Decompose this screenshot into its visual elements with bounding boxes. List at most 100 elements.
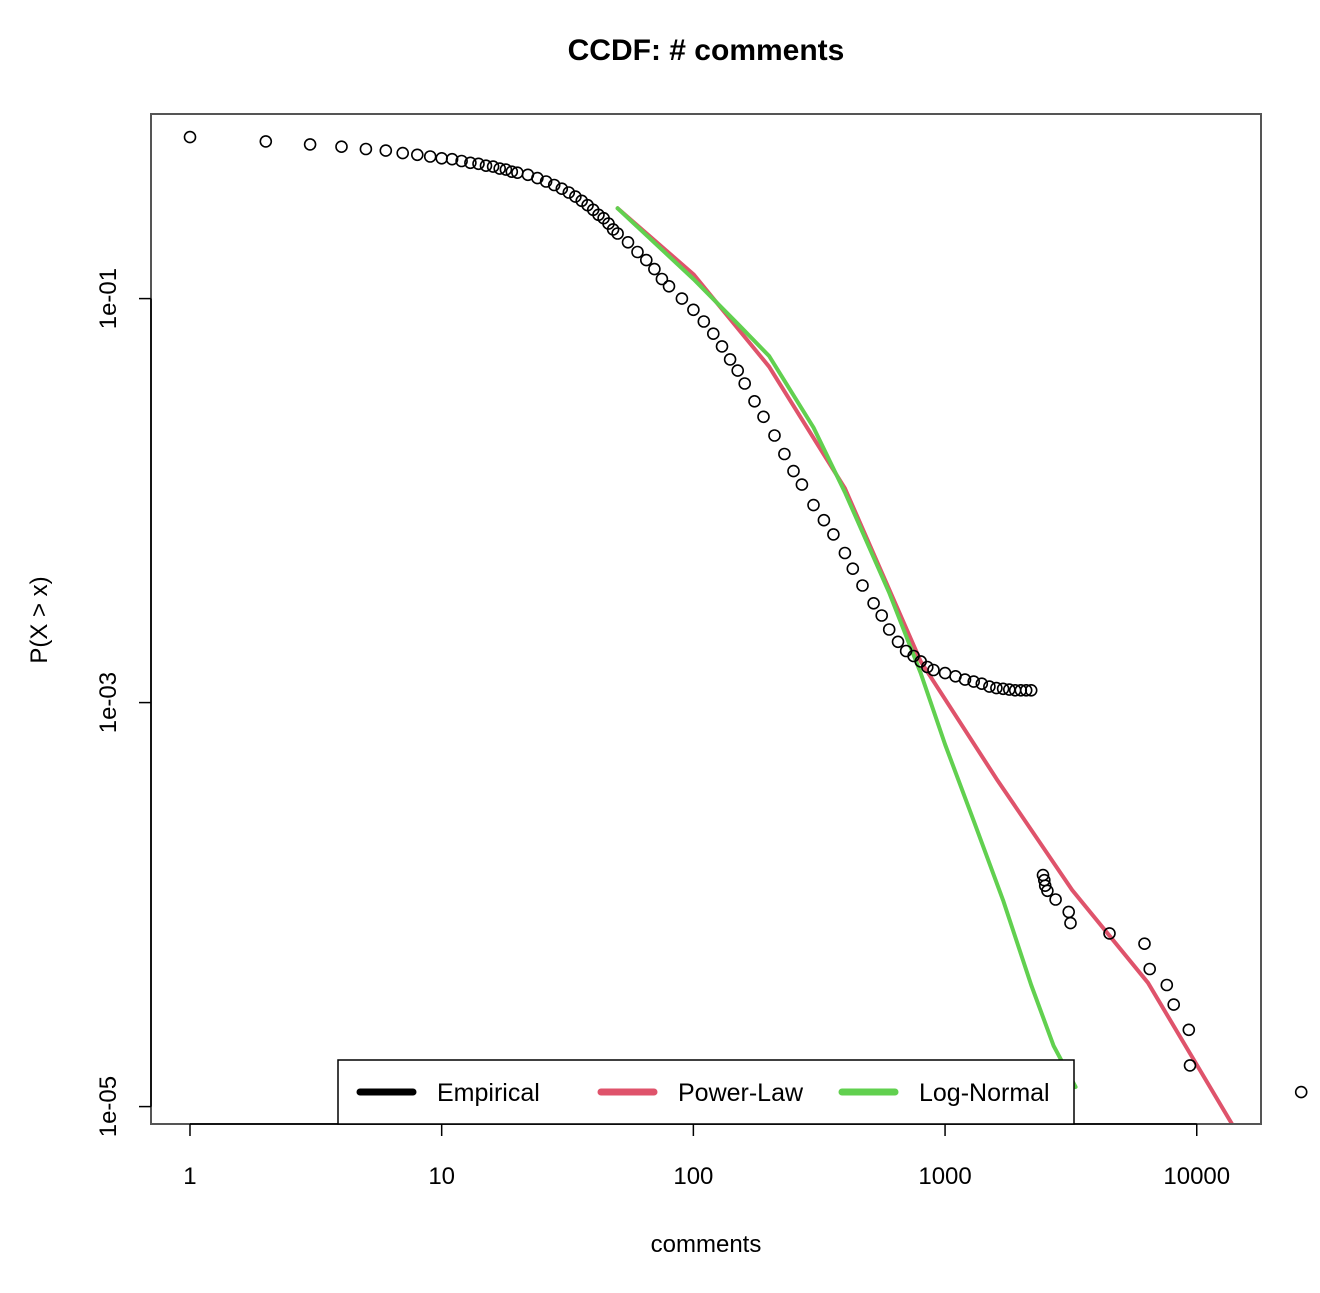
empirical-point: [505, 165, 519, 178]
empirical-point: [778, 447, 791, 461]
empirical-point: [996, 682, 1010, 696]
empirical-point: [927, 663, 940, 677]
empirical-point: [493, 162, 507, 175]
empirical-point: [723, 353, 737, 366]
empirical-point: [875, 609, 889, 622]
legend: Empirical Power-Law Log-Normal: [337, 1059, 1075, 1125]
empirical-point: [990, 681, 1003, 695]
empirical-point: [464, 156, 477, 170]
y-tick-label: 1e-01: [95, 268, 122, 329]
empirical-point: [768, 429, 781, 442]
empirical-point: [569, 190, 582, 203]
empirical-point: [1049, 893, 1062, 906]
x-axis: 1 10 100 1000 10000: [183, 1123, 1230, 1190]
legend-box: [337, 1059, 1075, 1125]
empirical-point: [555, 182, 569, 195]
empirical-point: [1064, 916, 1077, 930]
empirical-point: [435, 152, 449, 165]
empirical-point: [499, 163, 513, 176]
plot-frame: [150, 113, 1262, 1125]
empirical-point: [531, 171, 544, 185]
empirical-point: [662, 279, 676, 293]
empirical-point: [787, 464, 800, 478]
empirical-points: [183, 130, 1308, 1099]
empirical-point: [479, 159, 493, 172]
empirical-point: [748, 394, 761, 408]
empirical-point: [795, 478, 809, 491]
log-normal-line: [615, 206, 1078, 1089]
x-tick-label: 1: [183, 1163, 196, 1190]
empirical-point: [938, 666, 952, 680]
empirical-point: [807, 498, 820, 512]
y-tick-label: 1e-05: [95, 1076, 122, 1137]
x-tick-label: 100: [673, 1163, 713, 1190]
empirical-point: [621, 236, 635, 249]
empirical-point: [1160, 978, 1174, 992]
empirical-point: [1062, 905, 1075, 919]
empirical-point: [827, 528, 840, 541]
empirical-point: [445, 152, 459, 166]
empirical-point: [1138, 937, 1151, 951]
empirical-point: [655, 272, 669, 286]
empirical-point: [631, 245, 644, 259]
legend-label-power-law: Power-Law: [678, 1079, 804, 1107]
empirical-point: [648, 262, 661, 276]
empirical-point: [856, 579, 869, 592]
empirical-point: [1041, 884, 1054, 898]
chart-title: CCDF: # comments: [568, 34, 845, 67]
empirical-point: [675, 292, 689, 305]
empirical-point: [1182, 1023, 1196, 1037]
empirical-point: [486, 160, 500, 173]
empirical-point: [359, 142, 373, 156]
empirical-point: [423, 150, 437, 163]
empirical-point: [547, 178, 561, 192]
empirical-point: [472, 157, 485, 171]
empirical-point: [715, 340, 729, 353]
y-axis: 1e-01 1e-03 1e-05: [95, 268, 152, 1137]
empirical-point: [1019, 683, 1033, 697]
fit-lines: [615, 206, 1234, 1124]
empirical-point: [606, 223, 620, 236]
empirical-point: [687, 303, 700, 317]
empirical-point: [891, 635, 905, 649]
x-tick-label: 10: [428, 1163, 455, 1190]
y-axis-label: P(X > x): [26, 576, 53, 663]
empirical-point: [867, 596, 880, 610]
empirical-point: [706, 327, 720, 341]
empirical-point: [1167, 998, 1180, 1011]
empirical-point: [920, 660, 934, 674]
empirical-point: [817, 513, 831, 527]
y-tick-label: 1e-03: [95, 672, 122, 733]
legend-label-log-normal: Log-Normal: [919, 1079, 1050, 1107]
empirical-point: [396, 146, 410, 160]
empirical-point: [846, 562, 860, 576]
empirical-point: [611, 227, 624, 240]
empirical-point: [738, 377, 752, 390]
empirical-point: [757, 410, 770, 424]
empirical-point: [562, 186, 576, 199]
empirical-point: [303, 138, 317, 151]
empirical-point: [1143, 962, 1156, 976]
legend-label-empirical: Empirical: [437, 1079, 540, 1107]
empirical-point: [410, 148, 424, 162]
empirical-point: [983, 680, 996, 693]
empirical-point: [697, 315, 711, 328]
x-tick-label: 10000: [1163, 1163, 1230, 1190]
empirical-point: [1024, 683, 1038, 697]
x-axis-label: comments: [651, 1231, 762, 1258]
empirical-point: [958, 673, 972, 686]
empirical-point: [838, 546, 852, 560]
empirical-point: [183, 130, 197, 144]
empirical-point: [259, 135, 273, 148]
empirical-point: [455, 154, 468, 168]
x-tick-label: 1000: [918, 1163, 971, 1190]
empirical-point: [967, 675, 981, 688]
empirical-point: [975, 677, 989, 691]
empirical-point: [639, 253, 653, 267]
empirical-point: [379, 144, 393, 157]
empirical-point: [731, 364, 745, 377]
empirical-point: [1294, 1085, 1308, 1099]
empirical-point: [539, 175, 553, 188]
